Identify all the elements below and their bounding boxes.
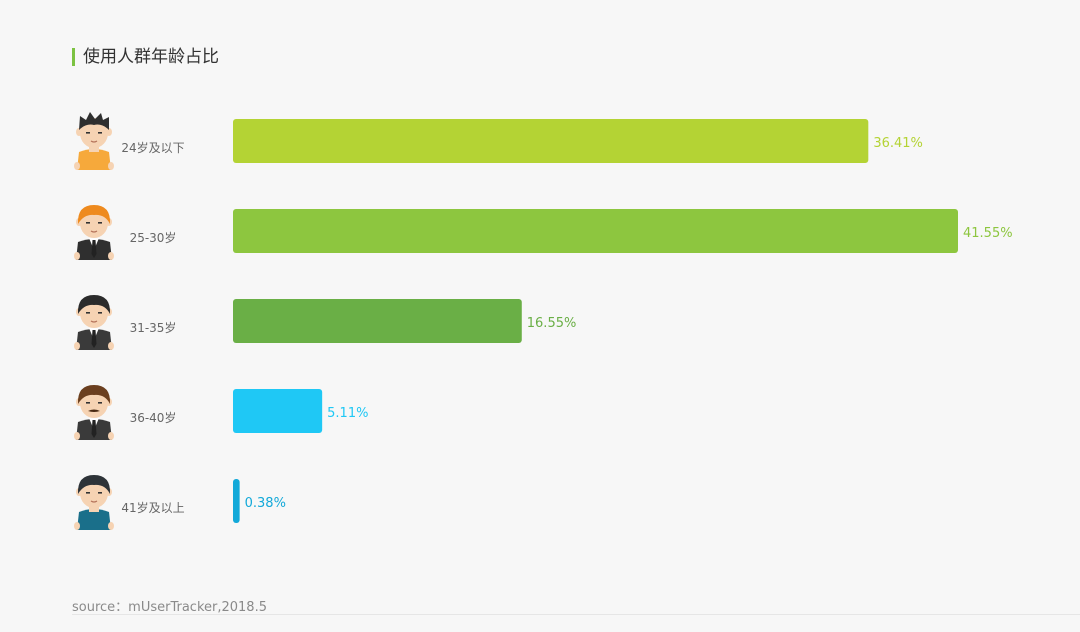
chart-title-wrap: 使用人群年龄占比: [72, 46, 219, 68]
avatar-orange-hair-suit-icon: [74, 205, 114, 260]
avatar-teal-shirt-icon: [74, 475, 114, 530]
avatar-mustache-suit-icon: [74, 385, 114, 440]
value-label: 0.38%: [245, 496, 286, 511]
category-label: 41岁及以上: [121, 500, 184, 515]
avatar-dark-hair-suit-icon: [74, 295, 114, 350]
category-label: 36-40岁: [130, 410, 177, 425]
avatar-yellow-shirt-icon: [74, 112, 114, 170]
title-accent-bar: [72, 48, 75, 66]
bar: [233, 479, 240, 523]
category-label: 25-30岁: [130, 230, 177, 245]
value-label: 5.11%: [327, 406, 368, 421]
bar: [233, 209, 958, 253]
bar: [233, 299, 522, 343]
bar: [233, 389, 323, 433]
value-label: 36.41%: [873, 136, 923, 151]
chart-title: 使用人群年龄占比: [83, 47, 219, 67]
source-note: source：mUserTracker,2018.5: [72, 600, 267, 615]
category-label: 24岁及以下: [121, 140, 184, 155]
value-label: 16.55%: [527, 316, 577, 331]
bar: [233, 119, 869, 163]
value-label: 41.55%: [963, 226, 1013, 241]
category-label: 31-35岁: [130, 320, 177, 335]
footer-divider: [72, 614, 1080, 615]
